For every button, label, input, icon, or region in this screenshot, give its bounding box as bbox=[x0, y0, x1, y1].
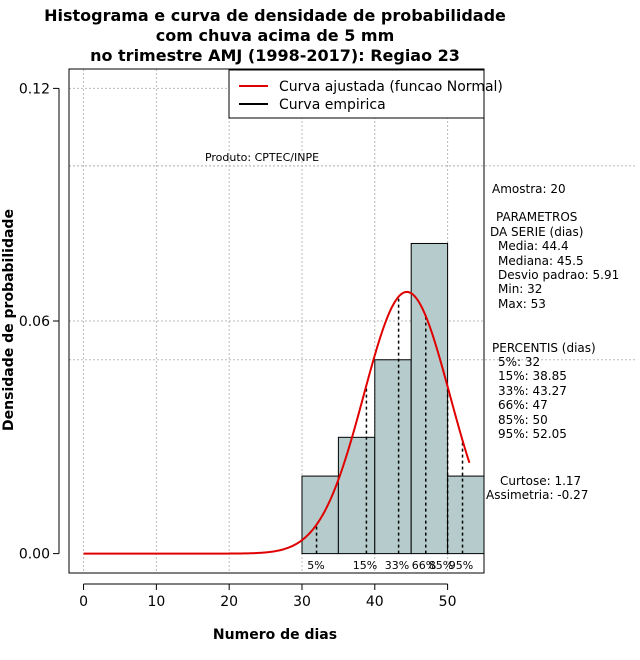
percentile-label: 5% bbox=[307, 559, 324, 572]
percentile-label: 15% bbox=[353, 559, 377, 572]
normal-curve-group bbox=[83, 290, 471, 555]
x-tick-label: 50 bbox=[439, 594, 457, 610]
stat-percentis-title: PERCENTIS (dias) bbox=[492, 341, 596, 355]
plot-frame bbox=[68, 68, 485, 574]
stat-desvio: Desvio padrao: 5.91 bbox=[498, 268, 619, 282]
percentile-labels: 5% 15% 33% 66%85%95% bbox=[307, 559, 473, 572]
stat-sample: Amostra: 20 bbox=[492, 182, 566, 196]
stat-min: Min: 32 bbox=[498, 282, 542, 296]
percentile-lines bbox=[315, 296, 464, 554]
chart-title-line-1: Histograma e curva de densidade de proba… bbox=[44, 6, 506, 25]
histogram-bar bbox=[374, 359, 412, 555]
x-tick-label: 40 bbox=[366, 594, 384, 610]
x-axis-title: Numero de dias bbox=[213, 627, 337, 643]
stat-max: Max: 53 bbox=[498, 297, 546, 311]
stat-params-title-2: DA SERIE (dias) bbox=[490, 225, 583, 239]
percentile-label: 85% bbox=[429, 559, 453, 572]
stat-p95: 95%: 52.05 bbox=[498, 427, 567, 441]
percentile-label: 66% bbox=[412, 559, 436, 572]
histogram-bars bbox=[301, 242, 485, 555]
y-tick-label: 0.00 bbox=[19, 547, 50, 563]
stat-curtose: Curtose: 1.17 bbox=[500, 474, 581, 488]
histogram-bar bbox=[447, 475, 485, 555]
stat-p33: 33%: 43.27 bbox=[498, 384, 567, 398]
y-tick-label: 0.06 bbox=[19, 314, 50, 330]
histogram-bar bbox=[337, 436, 376, 555]
legend-empirical-label: Curva empirica bbox=[279, 97, 386, 113]
percentile-label: 95% bbox=[449, 559, 473, 572]
stat-media: Media: 44.4 bbox=[498, 239, 569, 253]
normal-curve bbox=[83, 290, 471, 555]
stat-p15: 15%: 38.85 bbox=[498, 369, 567, 383]
y-tick-label: 0.12 bbox=[19, 81, 50, 97]
legend-normal-label: Curva ajustada (funcao Normal) bbox=[279, 79, 503, 95]
stat-assimetria: Assimetria: -0.27 bbox=[486, 488, 588, 502]
x-tick-label: 0 bbox=[79, 594, 88, 610]
axes: 0 10 20 30 40 50 0.00 0.06 0.12 bbox=[19, 68, 485, 610]
y-axis-title: Densidade de probabilidade bbox=[1, 209, 17, 431]
histogram-bar bbox=[410, 242, 449, 555]
stat-mediana: Mediana: 45.5 bbox=[498, 254, 584, 268]
x-tick-label: 20 bbox=[220, 594, 238, 610]
legend: Curva ajustada (funcao Normal) Curva emp… bbox=[228, 69, 503, 119]
x-tick-label: 30 bbox=[293, 594, 311, 610]
chart-title-line-3: no trimestre AMJ (1998-2017): Regiao 23 bbox=[90, 46, 460, 65]
chart-title-line-2: com chuva acima de 5 mm bbox=[156, 26, 395, 45]
stat-p66: 66%: 47 bbox=[498, 398, 548, 412]
x-tick-label: 10 bbox=[147, 594, 165, 610]
histogram-bar bbox=[301, 475, 339, 555]
stat-params-title-1: PARAMETROS bbox=[496, 210, 577, 224]
product-label: Produto: CPTEC/INPE bbox=[205, 151, 319, 164]
stats-panel: Amostra: 20 PARAMETROS DA SERIE (dias) M… bbox=[486, 182, 619, 502]
stat-p5: 5%: 32 bbox=[498, 355, 540, 369]
percentile-label: 33% bbox=[385, 559, 409, 572]
legend-box bbox=[228, 69, 485, 119]
stat-p85: 85%: 50 bbox=[498, 413, 548, 427]
